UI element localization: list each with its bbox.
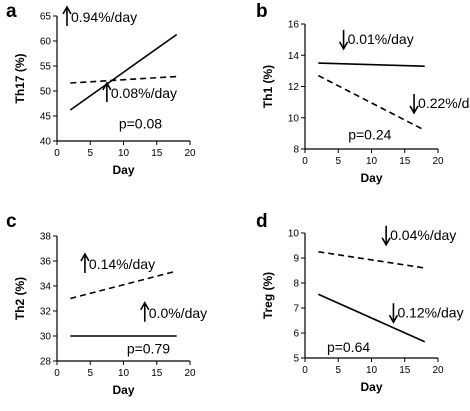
x-tick-label: 15 — [151, 148, 163, 159]
y-tick-label: 16 — [288, 20, 300, 31]
x-tick-label: 20 — [184, 368, 196, 379]
panel-c: c 28 30 32 34 36 38 0 5 10 15 20 Day Th2 (%) 0.14%/day… — [6, 211, 207, 397]
arrow-up-icon — [140, 301, 150, 311]
y-tick-label: 40 — [40, 137, 52, 148]
x-tick-label: 5 — [335, 365, 341, 376]
x-tick-label: 10 — [118, 368, 130, 379]
rate-annotation: 0.04%/day — [381, 225, 456, 247]
y-tick-label: 10 — [288, 229, 300, 240]
x-tick-label: 15 — [151, 368, 163, 379]
arrow-down-icon — [381, 237, 391, 247]
y-tick-label: 28 — [40, 357, 52, 368]
rate-annotation: 0.0%/day — [140, 301, 207, 322]
arrow-up-icon — [80, 252, 90, 262]
rate-annotation: 0.08%/day — [102, 81, 177, 102]
y-tick-label: 55 — [40, 62, 52, 73]
x-tick-label: 0 — [54, 148, 60, 159]
p-value: p=0.24 — [348, 127, 391, 143]
panel-letter: b — [256, 1, 268, 22]
x-tick-label: 0 — [302, 156, 308, 167]
x-tick-label: 15 — [399, 156, 411, 167]
y-tick-label: 50 — [40, 87, 52, 98]
y-axis-label: Treg (%) — [261, 272, 275, 319]
x-axis-label: Day — [360, 380, 382, 394]
series-line-solid — [318, 62, 425, 67]
arrow-down-icon — [338, 41, 349, 51]
y-tick-label: 5 — [293, 354, 299, 365]
y-axis-label: Th1 (%) — [261, 65, 275, 108]
y-tick-label: 32 — [40, 307, 52, 318]
x-tick-label: 5 — [87, 368, 93, 379]
rate-label: 0.12%/day — [397, 304, 463, 320]
arrow-down-icon — [388, 314, 399, 324]
y-axis-label: Th17 (%) — [13, 53, 27, 103]
rate-label: 0.0%/day — [149, 305, 207, 321]
x-tick-label: 20 — [432, 156, 444, 167]
y-tick-label: 45 — [40, 112, 52, 123]
x-tick-label: 20 — [184, 148, 196, 159]
panel-letter: a — [6, 1, 17, 22]
rate-label: 0.14%/day — [89, 256, 155, 272]
p-value: p=0.64 — [327, 339, 370, 355]
x-tick-label: 20 — [432, 365, 444, 376]
y-tick-label: 12 — [288, 82, 300, 93]
panel-letter: c — [6, 211, 17, 232]
y-tick-label: 10 — [288, 113, 300, 124]
rate-label: 0.04%/day — [390, 227, 456, 243]
x-tick-label: 10 — [118, 148, 130, 159]
y-tick-label: 34 — [40, 282, 52, 293]
rate-annotation: 0.94%/day — [62, 5, 137, 26]
y-tick-label: 30 — [40, 332, 52, 343]
panel-b: b 8 10 12 14 16 0 5 10 15 20 Day Th1 (%) 0.01%/day 0.2… — [256, 1, 470, 185]
rate-annotation: 0.12%/day — [388, 303, 464, 324]
y-tick-label: 9 — [293, 254, 299, 265]
y-tick-label: 65 — [40, 12, 52, 23]
series-line-dashed — [317, 74, 426, 131]
y-tick-label: 60 — [40, 37, 52, 48]
arrow-up-icon — [102, 81, 112, 91]
y-tick-label: 8 — [293, 279, 299, 290]
rate-label: 0.94%/day — [71, 9, 137, 25]
series-line-dashed — [70, 75, 177, 84]
rate-label: 0.22%/day — [418, 95, 470, 111]
y-tick-label: 7 — [293, 304, 299, 315]
rate-label: 0.08%/day — [111, 85, 177, 101]
rate-annotation: 0.14%/day — [80, 252, 155, 273]
panel-a: a 40 45 50 55 60 65 0 5 10 15 20 Day Th17 (%) 0.94%/da… — [6, 1, 196, 177]
y-axis-label: Th2 (%) — [13, 277, 27, 320]
series-line-solid — [69, 33, 178, 111]
y-tick-label: 6 — [293, 329, 299, 340]
p-value: p=0.79 — [127, 341, 170, 357]
x-axis-label: Day — [360, 171, 382, 185]
series-line-dashed — [318, 250, 425, 269]
series-line-dashed — [70, 270, 177, 300]
x-tick-label: 5 — [87, 148, 93, 159]
x-tick-label: 0 — [54, 368, 60, 379]
p-value: p=0.08 — [119, 116, 162, 132]
rate-label: 0.01%/day — [348, 31, 414, 47]
x-tick-label: 15 — [399, 365, 411, 376]
rate-annotation: 0.01%/day — [338, 29, 414, 51]
rate-annotation: 0.22%/day — [409, 93, 470, 115]
x-axis-label: Day — [112, 383, 134, 397]
y-tick-label: 36 — [40, 257, 52, 268]
panel-letter: d — [256, 211, 268, 232]
x-tick-label: 0 — [302, 365, 308, 376]
x-tick-label: 5 — [335, 156, 341, 167]
y-tick-label: 38 — [40, 232, 52, 243]
arrow-up-icon — [62, 5, 72, 15]
arrow-down-icon — [409, 105, 419, 115]
series-line-solid — [317, 293, 426, 343]
y-tick-label: 14 — [288, 51, 300, 62]
x-tick-label: 10 — [366, 365, 378, 376]
x-axis-label: Day — [112, 163, 134, 177]
y-tick-label: 8 — [293, 145, 299, 156]
x-tick-label: 10 — [366, 156, 378, 167]
